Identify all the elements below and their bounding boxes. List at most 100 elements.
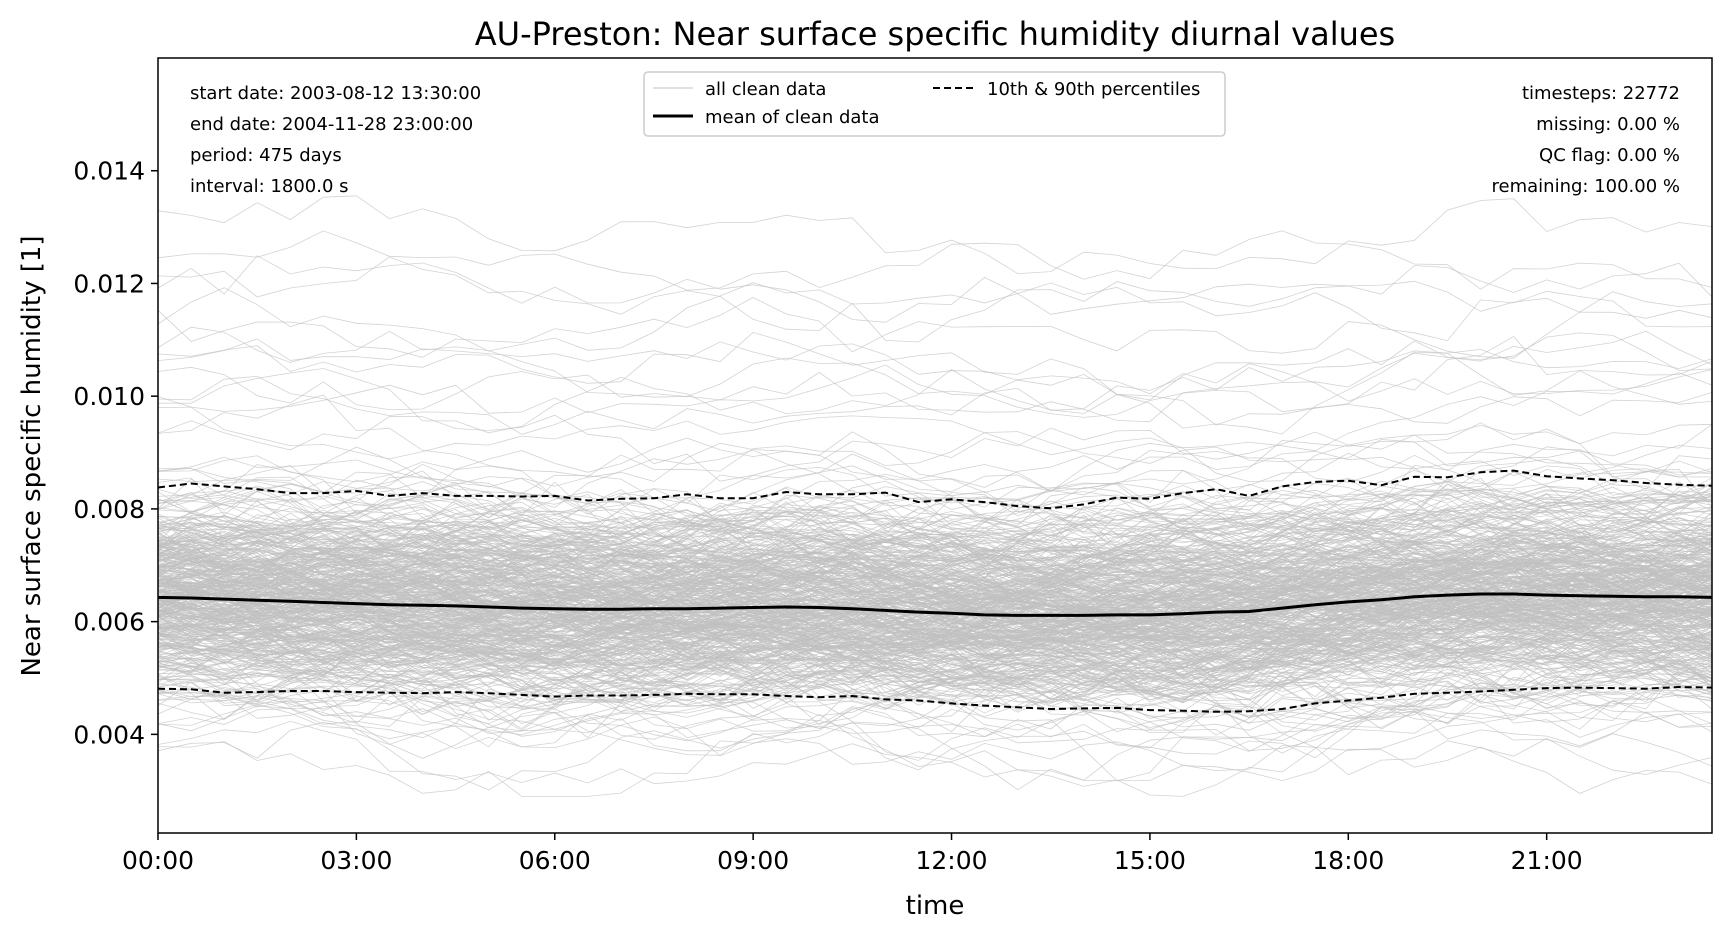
background-line-207 — [157, 471, 1713, 552]
background-line-404 — [157, 492, 1713, 560]
background-line-421 — [157, 614, 1713, 702]
background-line-429 — [157, 605, 1713, 661]
series-line-10th-percentile — [157, 685, 1713, 713]
background-line-461 — [157, 332, 1713, 401]
x-tick-label: 03:00 — [320, 846, 392, 875]
background-line-57 — [157, 710, 1713, 759]
x-tick-label: 06:00 — [519, 846, 591, 875]
background-line-5 — [157, 443, 1713, 514]
x-tick-label: 15:00 — [1114, 846, 1186, 875]
background-line-285 — [157, 478, 1713, 581]
background-line-392 — [157, 282, 1713, 352]
background-line-438 — [157, 580, 1713, 655]
background-line-372 — [157, 658, 1713, 724]
y-tick-label: 0.004 — [73, 720, 145, 749]
background-line-427 — [157, 558, 1713, 619]
background-data-lines — [157, 195, 1713, 797]
background-line-378 — [157, 567, 1713, 646]
background-line-457 — [157, 598, 1713, 664]
plot-frame — [157, 57, 1713, 834]
info-interval: interval: 1800.0 s — [190, 176, 349, 197]
summary-lines — [157, 469, 1713, 713]
background-line-458 — [157, 481, 1713, 561]
y-tick-label: 0.014 — [73, 157, 145, 186]
background-line-437 — [157, 597, 1713, 690]
info-start-date: start date: 2003-08-12 13:30:00 — [190, 83, 481, 104]
background-line-364 — [157, 555, 1713, 645]
background-line-252 — [157, 528, 1713, 605]
y-axis-label: Near surface specific humidity [1] — [17, 235, 47, 676]
background-line-419 — [157, 570, 1713, 657]
background-line-394 — [157, 517, 1713, 591]
background-line-469 — [157, 479, 1713, 554]
background-line-443 — [157, 578, 1713, 637]
background-line-451 — [157, 553, 1713, 632]
background-line-385 — [157, 491, 1713, 550]
background-line-456 — [157, 585, 1713, 664]
info-end-date: end date: 2004-11-28 23:00:00 — [190, 114, 473, 135]
background-line-251 — [157, 331, 1713, 426]
background-line-209 — [157, 634, 1713, 707]
info-left: start date: 2003-08-12 13:30:00 end date… — [190, 83, 481, 197]
background-line-393 — [157, 546, 1713, 622]
background-line-133 — [157, 477, 1713, 543]
background-line-3 — [157, 434, 1713, 494]
background-line-330 — [157, 523, 1713, 591]
background-line-387 — [157, 372, 1713, 460]
info-qc-flag: QC flag: 0.00 % — [1539, 145, 1680, 166]
background-line-405 — [157, 569, 1713, 638]
background-line-396 — [157, 611, 1713, 691]
background-line-416 — [157, 611, 1713, 673]
x-axis: 00:00 03:00 06:00 09:00 12:00 15:00 18:00 21:00 — [122, 833, 1583, 875]
x-tick-label: 12:00 — [916, 846, 988, 875]
info-missing: missing: 0.00 % — [1536, 114, 1680, 135]
legend: all clean data mean of clean data 10th &… — [643, 71, 1226, 137]
background-line-467 — [157, 538, 1713, 622]
background-line-113 — [157, 255, 1713, 323]
background-line-450 — [157, 586, 1713, 652]
background-line-323 — [157, 535, 1713, 595]
background-line-111 — [157, 686, 1713, 771]
background-line-217 — [157, 256, 1713, 343]
y-tick-label: 0.008 — [73, 495, 145, 524]
background-line-362 — [157, 503, 1713, 582]
y-axis: 0.004 0.006 0.008 0.010 0.012 0.014 — [73, 157, 158, 749]
y-tick-label: 0.006 — [73, 608, 145, 637]
background-line-441 — [157, 610, 1713, 700]
background-line-459 — [157, 660, 1713, 713]
background-line-332 — [157, 394, 1713, 477]
info-timesteps: timesteps: 22772 — [1522, 83, 1680, 104]
background-line-373 — [157, 516, 1713, 599]
background-line-455 — [157, 565, 1713, 641]
background-line-448 — [157, 589, 1713, 649]
background-line-418 — [157, 632, 1713, 719]
background-line-278 — [157, 414, 1713, 482]
x-tick-label: 21:00 — [1511, 846, 1583, 875]
background-line-431 — [157, 496, 1713, 561]
background-line-397 — [157, 544, 1713, 633]
info-remaining: remaining: 100.00 % — [1492, 176, 1680, 197]
background-line-115 — [157, 348, 1713, 435]
background-line-389 — [157, 543, 1713, 640]
background-line-406 — [157, 195, 1713, 275]
background-line-473 — [157, 357, 1713, 411]
background-line-293 — [157, 500, 1713, 557]
background-line-363 — [157, 422, 1713, 496]
background-line-177 — [157, 704, 1713, 791]
info-period: period: 475 days — [190, 145, 342, 166]
background-line-436 — [157, 535, 1713, 608]
y-tick-label: 0.010 — [73, 382, 145, 411]
background-line-468 — [157, 546, 1713, 623]
background-line-287 — [157, 452, 1713, 547]
background-line-247 — [157, 553, 1713, 628]
background-line-210 — [157, 711, 1713, 797]
background-line-63 — [157, 623, 1713, 686]
background-line-374 — [157, 625, 1713, 687]
background-line-445 — [157, 537, 1713, 641]
legend-box — [643, 71, 1226, 137]
background-line-413 — [157, 493, 1713, 563]
background-line-388 — [157, 642, 1713, 730]
background-line-462 — [157, 516, 1713, 573]
background-line-317 — [157, 676, 1713, 791]
x-axis-label: time — [906, 891, 965, 921]
